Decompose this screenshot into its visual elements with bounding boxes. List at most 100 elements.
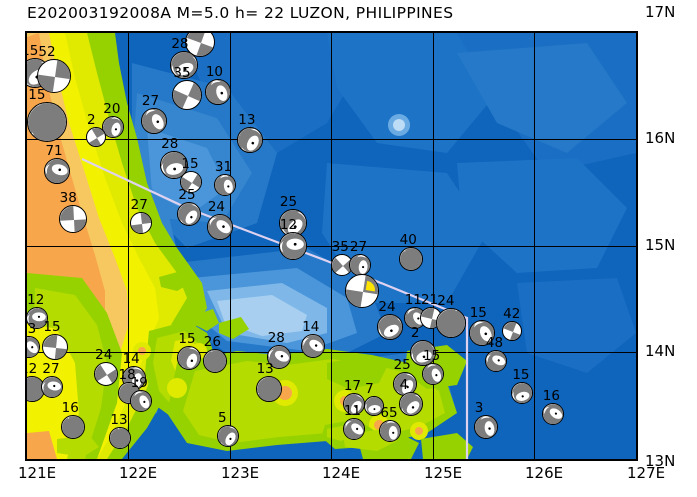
focal-mechanism-beachball — [27, 336, 41, 359]
main-event-beachball — [344, 273, 379, 308]
focal-mechanism-beachball — [177, 345, 202, 370]
focal-mechanism-beachball — [398, 391, 423, 416]
focal-mechanism-beachball — [42, 334, 69, 361]
focal-mechanism-beachball — [511, 381, 534, 404]
focal-mechanism-beachball — [278, 208, 307, 237]
beachball-depth-label: 16 — [61, 400, 79, 417]
focal-mechanism-beachball — [44, 158, 71, 185]
focal-mechanism-beachball — [58, 205, 87, 234]
beachball-depth-label: 11 — [404, 292, 422, 309]
focal-mechanism-beachball — [202, 349, 227, 374]
beachball-depth-label: 7 — [365, 380, 374, 397]
gridline-horizontal — [27, 352, 636, 353]
focal-mechanism-beachball — [364, 395, 385, 416]
beachball-depth-label: 15 — [28, 87, 46, 104]
x-tick-126E: 126E — [525, 464, 564, 482]
x-tick-124E: 124E — [322, 464, 361, 482]
y-tick-16N: 16N — [645, 129, 676, 147]
focal-mechanism-layer: 1552152027127322835101328153125272438251… — [27, 33, 636, 459]
beachball-depth-label: 24 — [207, 198, 226, 215]
beachball-depth-label: 15 — [43, 319, 61, 336]
focal-mechanism-beachball — [140, 108, 167, 135]
beachball-depth-label: 12 — [279, 217, 298, 233]
beachball-depth-label: 27 — [349, 239, 368, 256]
focal-mechanism-beachball — [436, 307, 467, 338]
focal-mechanism-beachball — [177, 202, 202, 227]
beachball-depth-label: 10 — [205, 63, 223, 80]
beachball-depth-label: 20 — [103, 100, 121, 117]
beachball-depth-label: 28 — [267, 329, 285, 346]
beachball-depth-label: 26 — [203, 334, 221, 351]
beachball-depth-label: 21 — [420, 292, 439, 309]
focal-mechanism-beachball — [129, 211, 152, 234]
focal-mechanism-beachball — [206, 213, 233, 240]
beachball-depth-label: 24 — [378, 298, 396, 315]
focal-mechanism-beachball — [204, 78, 231, 105]
beachball-depth-label: 15 — [512, 366, 530, 383]
focal-mechanism-beachball — [379, 420, 402, 443]
beachball-depth-label: 42 — [503, 306, 521, 323]
focal-mechanism-beachball — [60, 415, 85, 440]
focal-mechanism-beachball — [237, 126, 264, 153]
beachball-depth-label: 25 — [178, 187, 196, 204]
focal-mechanism-beachball — [473, 415, 498, 440]
focal-mechanism-beachball — [160, 151, 189, 180]
y-tick-14N: 14N — [645, 342, 676, 360]
focal-mechanism-beachball — [377, 313, 404, 340]
beachball-depth-label: 28 — [161, 136, 179, 153]
beachball-depth-label: 35 — [173, 64, 191, 81]
focal-mechanism-beachball — [172, 79, 203, 110]
beachball-depth-label: 12 — [27, 360, 38, 377]
x-tick-121E: 121E — [18, 464, 57, 482]
beachball-depth-label: 25 — [393, 357, 411, 374]
beachball-depth-label: 24 — [95, 346, 113, 363]
beachball-depth-label: 13 — [256, 360, 274, 377]
gridline-horizontal — [27, 246, 636, 247]
focal-mechanism-beachball — [403, 307, 426, 330]
gridline-horizontal — [27, 139, 636, 140]
beachball-depth-label: 2 — [87, 112, 96, 129]
focal-mechanism-beachball — [398, 246, 423, 271]
beachball-depth-label: 2 — [410, 324, 420, 341]
focal-mechanism-beachball — [409, 339, 436, 366]
focal-mechanism-beachball — [41, 375, 64, 398]
x-tick-122E: 122E — [119, 464, 158, 482]
beachball-depth-label: 52 — [38, 43, 56, 60]
focal-mechanism-beachball — [422, 362, 444, 385]
x-tick-125E: 125E — [424, 464, 463, 482]
focal-mechanism-beachball — [170, 50, 199, 79]
beachball-depth-label: 65 — [380, 405, 398, 422]
y-tick-13N: 13N — [645, 452, 676, 470]
focal-mechanism-beachball — [180, 171, 203, 194]
figure-title: E202003192008A M=5.0 h= 22 LUZON, PHILIP… — [27, 4, 454, 22]
beachball-depth-label: 71 — [45, 143, 63, 160]
beachball-depth-label: 19 — [130, 375, 148, 392]
focal-mechanism-beachball — [37, 58, 72, 93]
x-tick-127E: 127E — [627, 464, 666, 482]
beachball-depth-label: 40 — [399, 231, 417, 248]
focal-mechanism-beachball — [129, 390, 152, 413]
beachball-depth-label: 5 — [217, 409, 227, 426]
beachball-depth-label: 14 — [122, 351, 140, 368]
focal-mechanism-beachball — [468, 320, 495, 347]
map-plot-area: 1552152027127322835101328153125272438251… — [25, 31, 638, 461]
beachball-depth-label: 12 — [27, 292, 45, 309]
beachball-depth-label: 15 — [469, 305, 487, 322]
focal-mechanism-beachball — [278, 232, 307, 260]
beachball-depth-label: 27 — [141, 93, 160, 110]
focal-mechanism-beachball — [266, 344, 291, 369]
beachball-depth-label: 3 — [474, 400, 484, 417]
beachball-depth-label: 13 — [27, 321, 37, 338]
focal-mechanism-beachball — [27, 102, 68, 143]
beachball-depth-label: 15 — [178, 330, 196, 347]
beachball-depth-label: 48 — [485, 335, 504, 352]
focal-mechanism-beachball — [502, 321, 523, 342]
beachball-depth-label: 11 — [343, 403, 362, 420]
focal-mechanism-beachball — [86, 127, 107, 148]
beachball-depth-label: 35 — [331, 239, 349, 256]
beachball-depth-label: 31 — [214, 159, 233, 176]
cross-section-track-line — [81, 158, 469, 459]
beachball-depth-label: 15 — [27, 43, 39, 60]
focal-mechanism-beachball — [255, 375, 282, 402]
